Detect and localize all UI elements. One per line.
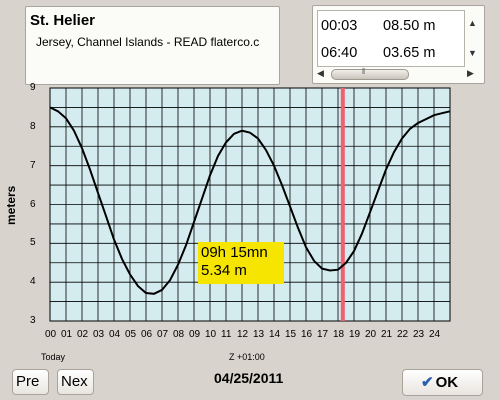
location-panel: St. Helier Jersey, Channel Islands - REA… (25, 6, 280, 85)
x-tick-label: 24 (429, 329, 441, 340)
tide-height: 08.50 m (383, 18, 436, 34)
tide-time: 06:40 (321, 45, 358, 61)
y-tick-label: 8 (30, 120, 36, 132)
x-tick-label: 04 (109, 329, 121, 340)
grip-icon: ⦀ (362, 67, 366, 76)
horizontal-scrollbar[interactable]: ◀ ⦀ ▶ (317, 67, 479, 80)
vertical-scrollbar[interactable]: ▲ ▼ (466, 10, 480, 65)
tide-row[interactable]: 06:40 03.65 m (321, 45, 435, 61)
x-tick-label: 16 (301, 329, 313, 340)
scrollbar-thumb[interactable]: ⦀ (331, 67, 409, 80)
arrow-right-icon[interactable]: ▶ (467, 68, 474, 78)
y-tick-label: 5 (30, 237, 36, 249)
prev-day-button[interactable]: Pre (12, 369, 49, 395)
next-day-button[interactable]: Nex (57, 369, 94, 395)
x-tick-label: 14 (269, 329, 281, 340)
x-tick-label: 21 (381, 329, 393, 340)
x-tick-label: 19 (349, 329, 361, 340)
x-tick-label: 05 (125, 329, 137, 340)
y-tick-label: 7 (30, 159, 36, 171)
ok-button[interactable]: ✔ OK (402, 369, 483, 396)
x-tick-label: 08 (173, 329, 185, 340)
tide-row[interactable]: 00:03 08.50 m (321, 18, 435, 34)
ok-label: OK (435, 374, 459, 391)
x-tick-label: 13 (253, 329, 265, 340)
tide-list[interactable]: 00:03 08.50 m 06:40 03.65 m (317, 10, 465, 67)
tide-readout: 09h 15mn 5.34 m (198, 242, 284, 284)
tide-time: 00:03 (321, 18, 358, 34)
tide-list-panel: 00:03 08.50 m 06:40 03.65 m ▲ ▼ ◀ ⦀ ▶ (312, 5, 485, 84)
x-tick-label: 01 (61, 329, 73, 340)
x-tick-label: 17 (317, 329, 329, 340)
readout-time: 09h 15mn (201, 244, 268, 261)
checkmark-icon: ✔ (421, 374, 434, 391)
x-tick-label: 09 (189, 329, 201, 340)
x-tick-label: 10 (205, 329, 217, 340)
y-tick-label: 6 (30, 198, 36, 210)
x-tick-label: 12 (237, 329, 249, 340)
x-tick-label: 06 (141, 329, 153, 340)
x-tick-label: 02 (77, 329, 89, 340)
x-tick-label: 15 (285, 329, 297, 340)
arrow-left-icon[interactable]: ◀ (317, 68, 324, 78)
timezone-label: Z +01:00 (229, 352, 265, 362)
tide-curve (49, 106, 451, 295)
readout-height: 5.34 m (201, 262, 247, 279)
x-tick-label: 22 (397, 329, 409, 340)
x-tick-label: 07 (157, 329, 169, 340)
y-tick-label: 4 (30, 276, 36, 288)
today-label: Today (41, 352, 66, 362)
tide-height: 03.65 m (383, 45, 436, 61)
x-tick-label: 03 (93, 329, 105, 340)
arrow-down-icon[interactable]: ▼ (468, 48, 477, 58)
arrow-up-icon[interactable]: ▲ (468, 18, 477, 28)
x-tick-label: 11 (221, 329, 232, 340)
x-tick-label: 18 (333, 329, 345, 340)
x-tick-label: 23 (413, 329, 425, 340)
date-label: 04/25/2011 (214, 370, 284, 386)
y-tick-label: 3 (30, 315, 36, 326)
location-subtitle: Jersey, Channel Islands - READ flaterco.… (36, 35, 260, 49)
x-tick-label: 20 (365, 329, 377, 340)
y-tick-label: 9 (30, 82, 36, 93)
location-name: St. Helier (30, 12, 96, 29)
x-tick-label: 00 (45, 329, 57, 340)
